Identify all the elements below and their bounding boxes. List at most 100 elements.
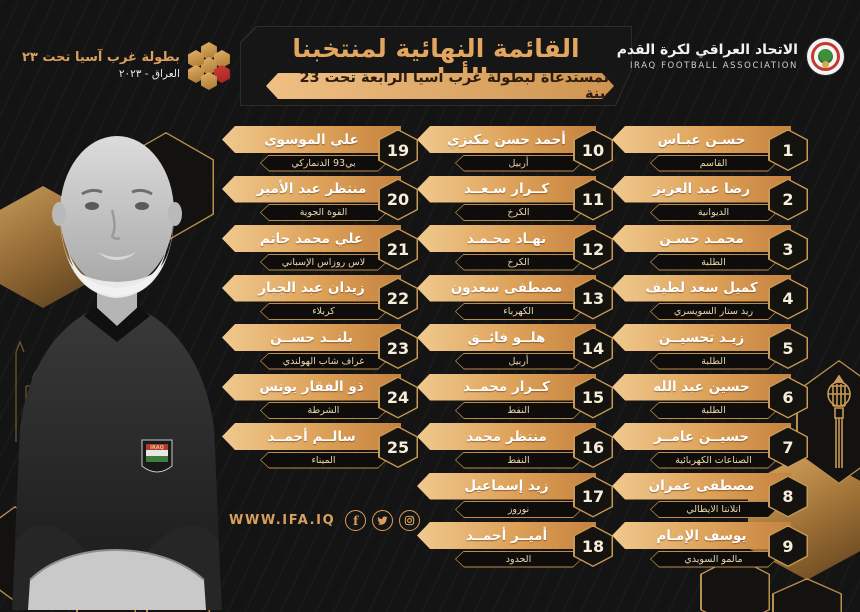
player-name: محمـد حسـن (659, 230, 744, 247)
player-card: زيدان عبد الجبار كربلاء 22 (222, 274, 418, 321)
player-club: نوروز (507, 504, 530, 515)
player-club-pill: أربيل (455, 155, 582, 172)
player-number: 13 (581, 289, 605, 308)
player-number: 14 (581, 338, 605, 358)
player-number: 9 (782, 536, 794, 556)
instagram-icon[interactable] (399, 510, 421, 531)
player-number: 24 (386, 388, 410, 407)
player-name-pill: نهـاد محـمـد (417, 225, 596, 252)
player-name: كميل سعد لطيف (645, 280, 758, 296)
player-number-badge: 14 (573, 327, 613, 369)
player-name: منتظر محمد (466, 428, 547, 445)
player-number-badge: 16 (573, 426, 613, 468)
player-club: الحدود (505, 553, 532, 565)
player-number: 16 (581, 437, 605, 457)
player-club: لاس روزاس الإسباني (281, 256, 366, 268)
player-club: الطلبة (701, 405, 726, 416)
player-club-pill: كربلاء (260, 303, 387, 320)
player-club-pill: ريد ستار السويسري (650, 303, 777, 320)
twitter-icon[interactable] (372, 510, 394, 531)
player-card: يوسف الإمـام مالمو السويدي 9 (612, 522, 808, 568)
player-club-pill: لاس روزاس الإسباني (260, 254, 387, 271)
player-club-pill: الصناعات الكهربائية (650, 452, 777, 469)
player-club: أربيل (508, 355, 529, 367)
player-card: مصطفى سعدون الكهرباء 13 (417, 274, 613, 321)
player-name: زيد إسماعيل (464, 478, 549, 494)
tournament-host-year: العراق - ٢٠٢٣ (118, 68, 180, 80)
player-name-pill: كــرار سـعــد (417, 175, 596, 203)
tournament-logo-icon (187, 42, 232, 90)
facebook-icon[interactable]: f (345, 510, 367, 531)
player-number: 1 (782, 140, 794, 160)
player-name: سالــم أحمــد (267, 428, 356, 445)
player-club-pill: القاسم (650, 155, 777, 172)
player-club-pill: مالمو السويدي (650, 551, 777, 568)
footer: WWW.IFA.IQ f (229, 510, 421, 531)
website-link[interactable]: WWW.IFA.IQ (229, 513, 336, 528)
player-number: 4 (782, 289, 794, 308)
player-number: 19 (386, 140, 410, 160)
player-name: ذو الفقار يونس (259, 379, 364, 395)
player-card: علي محمد حاتم لاس روزاس الإسباني 21 (222, 225, 418, 271)
player-club: الكرخ (507, 207, 530, 218)
player-club-pill: غراف شاب الهولندي (260, 353, 387, 370)
player-club-pill: الديوانية (650, 204, 777, 221)
player-number-badge: 6 (768, 376, 808, 419)
player-card: حسـن عبـاس القاسم 1 (612, 126, 808, 172)
iraq-crest: IRAQ (141, 439, 173, 473)
player-name-pill: يوسف الإمـام (612, 522, 791, 549)
player-name-pill: ذو الفقار يونس (222, 373, 401, 401)
player-card: رضا عبد العزيز الديوانية 2 (612, 175, 808, 222)
player-number-badge: 1 (768, 129, 808, 171)
player-number-badge: 7 (768, 426, 808, 468)
player-name: زيدان عبد الجبار (258, 280, 365, 296)
player-card: حسين عبد الله الطلبة 6 (612, 373, 808, 420)
player-name-pill: كميل سعد لطيف (612, 274, 791, 302)
player-name: حسين عبد الله (653, 379, 750, 395)
player-card: نهـاد محـمـد الكرخ 12 (417, 225, 613, 271)
player-name-pill: زيـد تحسيــن (612, 324, 791, 351)
player-name-pill: كــرار محمــد (417, 373, 596, 401)
tournament-name: بطولة غرب آسيا تحت ٢٣ (22, 50, 180, 65)
player-club: مالمو السويدي (684, 553, 743, 565)
player-name: كــرار محمــد (463, 379, 550, 395)
player-club: الطلبة (701, 256, 726, 268)
player-number: 18 (581, 536, 605, 556)
player-card: ذو الفقار يونس الشرطة 24 (222, 373, 418, 420)
player-number: 15 (581, 388, 605, 407)
player-name-pill: مصطفى عمران (612, 472, 791, 500)
player-name-pill: حسين عبد الله (612, 373, 791, 401)
player-name-pill: سالــم أحمــد (222, 423, 401, 450)
player-number: 7 (782, 437, 794, 457)
player-name-pill: منتظر عبد الأمير (222, 175, 401, 203)
player-number: 3 (782, 239, 794, 259)
player-name-pill: رضا عبد العزيز (612, 175, 791, 203)
player-name-pill: علي الموسوي (222, 126, 401, 153)
player-number-badge: 18 (573, 525, 613, 567)
player-club: الصناعات الكهربائية (675, 454, 752, 466)
player-name-pill: منتظر محمد (417, 423, 596, 450)
player-club: النفط (507, 405, 530, 416)
player-club: ريد ستار السويسري (673, 306, 754, 317)
player-name-pill: حسـن عبـاس (612, 126, 791, 153)
federation-name-en: IRAQ FOOTBALL ASSOCIATION (629, 61, 798, 71)
player-number-badge: 11 (573, 178, 613, 221)
player-club-pill: النفط (455, 452, 582, 469)
player-club-pill: نوروز (455, 501, 582, 518)
player-number: 5 (782, 338, 794, 358)
player-card: كــرار سـعــد الكرخ 11 (417, 175, 613, 222)
player-name: بلنــد حســن (270, 329, 353, 346)
coach-photo: IRAQ (12, 136, 222, 610)
player-card: منتظر عبد الأمير القوة الجوية 20 (222, 175, 418, 222)
player-number: 11 (581, 190, 605, 209)
player-card: كــرار محمــد النفط 15 (417, 373, 613, 420)
player-club-pill: النفط (455, 402, 582, 419)
player-club: القاسم (699, 157, 728, 169)
player-club-pill: الطلبة (650, 402, 777, 419)
player-name-pill: حسيــن عامــر (612, 423, 791, 450)
player-number-badge: 15 (573, 376, 613, 419)
player-number: 2 (782, 190, 794, 209)
player-card: زيـد تحسيــن الطلبة 5 (612, 324, 808, 370)
player-card: مصطفى عمران اتلانتا الايطالي 8 (612, 472, 808, 519)
player-number: 23 (386, 338, 410, 358)
